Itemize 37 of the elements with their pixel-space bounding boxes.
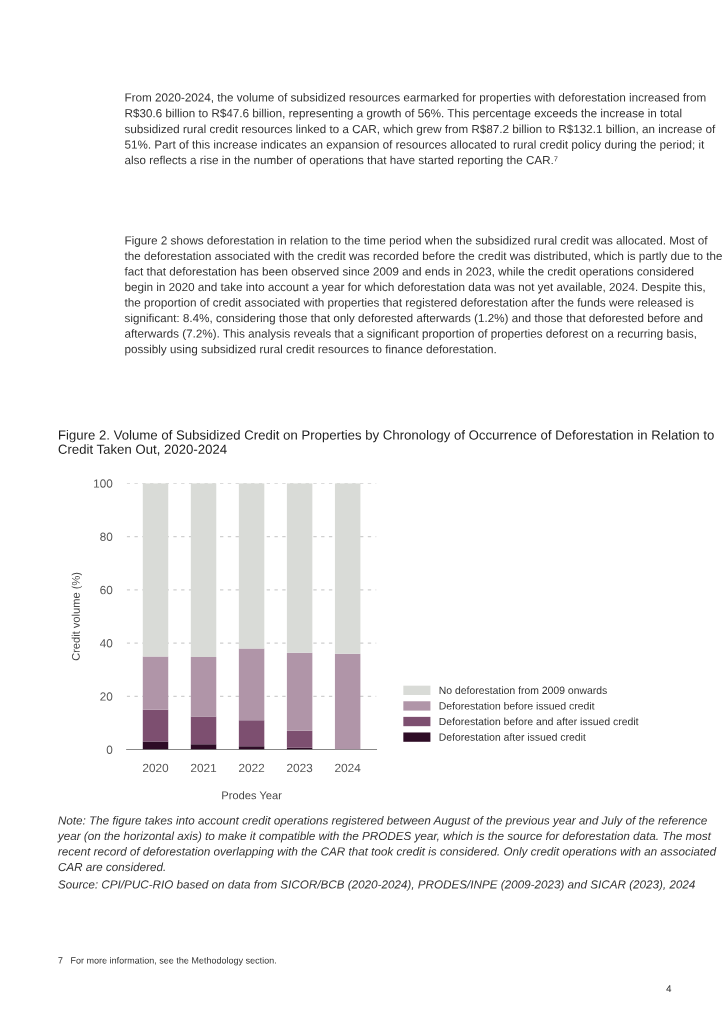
bar [190, 716, 217, 745]
bar [190, 656, 217, 717]
x-axis-title: Prodes Year [222, 791, 282, 800]
bar [238, 720, 265, 747]
bar [334, 653, 361, 750]
y-tick-label: 40 [99, 639, 113, 648]
legend-label: Deforestation before and after issued credit [439, 717, 639, 726]
bar [238, 483, 265, 649]
bar [286, 652, 313, 731]
x-tick-label: 2023 [287, 763, 313, 773]
text: Note: The figure takes into account credit operations registered between August of the previous year and July of the reference year (on the horizontal axis) to make it compatible with the PRODES year, which is the source for deforestation data. The most recent record of deforestation overlapping with the CAR that took credit is considered. Only credit operations with an associated CAR are considered. [57, 816, 717, 872]
text: 4 [666, 985, 672, 993]
y-tick-label: 60 [100, 585, 113, 595]
bar [238, 648, 265, 721]
text: 7 For more information, see the Methodology section. [58, 957, 276, 966]
bar [142, 656, 169, 710]
bar [142, 483, 169, 657]
bar [142, 709, 169, 742]
y-axis-title: Credit volume (%) [71, 572, 82, 661]
y-tick-label: 80 [100, 532, 113, 541]
x-tick-label: 2022 [239, 763, 265, 773]
x-tick-label: 2021 [191, 763, 217, 773]
y-tick-label: 100 [94, 479, 113, 488]
legend-label: Deforestation before issued credit [439, 701, 595, 710]
y-tick-label: 20 [100, 692, 113, 701]
bar [190, 744, 217, 750]
chart-title: Figure 2. Volume of Subsidized Credit on Properties by Chronology of Occurrence of Deforestation in Relation to Credit Taken Out, 2020-2024 [58, 430, 714, 456]
source-note: Source: CPI/PUC-RIO based on data from SICOR/BCB (2020-2024), PRODES/INPE (2009-2023) and SICAR (2023), 2024 [58, 880, 695, 891]
y-tick-label: 0 [106, 745, 113, 754]
x-tick-label: 2024 [335, 763, 361, 773]
bar [286, 730, 313, 748]
text: From 2020-2024, the volume of subsidized resources earmarked for properties with deforestation increased from R$30.6 billion to R$47.6 billion, representing a growth of 56%. This percentage exceeds the increase in total subsidized rural credit resources linked to a CAR, which grew from R$87.2 billion to R$132.1 billion, an increase of 51%. Part of this increase indicates an expansion of resources allocated to rural credit policy during the period; it also reflects a rise in the number of operations that have started reporting the CAR.⁷ [124, 93, 716, 167]
bar [238, 746, 265, 750]
caption: Figure 2 shows deforestation in relation to the time period when the subsidized rural credit was allocated. Most of the deforestation associated with the credit was recorded before the credit was distributed, which is partly due to the fact that deforestation has been observed since 2009 and ends in 2023, while the credit operations considered begin in 2020 and take into account a year for which deforestation data was not yet available, 2024. Despite this, the proportion of credit associated with properties that registered deforestation after the funds were released is significant: 8.4%, considering those that only deforested afterwards (1.2%) and those that deforested before and afterwards (7.2%). This analysis reveals that a significant proportion of properties deforest on a recurring basis, possibly using subsidized rural credit resources to finance deforestation. [124, 236, 722, 356]
legend-label: No deforestation from 2009 onwards [439, 686, 607, 694]
x-tick-label: 2020 [142, 763, 169, 773]
legend-label: Deforestation after issued credit [439, 733, 586, 741]
